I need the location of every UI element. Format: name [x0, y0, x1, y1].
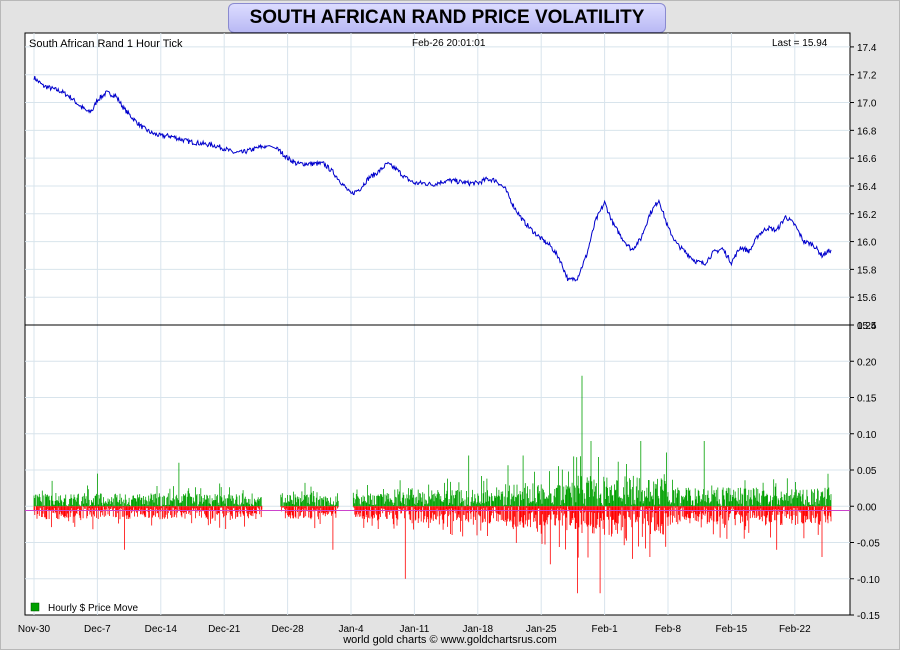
x-tick-label: Feb-15: [716, 624, 748, 635]
x-tick-label: Jan-4: [338, 624, 363, 635]
upper-y-tick-label: 16.6: [857, 154, 877, 165]
upper-y-tick-label: 15.6: [857, 293, 877, 304]
x-tick-label: Jan-18: [463, 624, 494, 635]
x-tick-label: Jan-11: [399, 624, 429, 635]
upper-y-tick-label: 16.8: [857, 126, 877, 137]
upper-y-tick-label: 16.4: [857, 182, 877, 193]
upper-panel-title: South African Rand 1 Hour Tick: [29, 38, 183, 50]
upper-y-tick-label: 15.8: [857, 265, 877, 276]
upper-y-tick-label: 16.2: [857, 210, 877, 221]
x-tick-label: Jan-25: [526, 624, 557, 635]
lower-y-tick-label: -0.15: [857, 611, 880, 622]
lower-y-tick-label: 0.25: [857, 321, 877, 332]
last-value: Last = 15.94: [772, 38, 828, 49]
x-tick-label: Nov-30: [18, 624, 51, 635]
lower-y-tick-label: 0.15: [857, 394, 877, 405]
price-series-line: [33, 75, 832, 282]
chart-title: SOUTH AFRICAN RAND PRICE VOLATILITY: [228, 3, 666, 33]
x-tick-label: Feb-1: [592, 624, 619, 635]
upper-y-tick-label: 17.0: [857, 99, 877, 110]
lower-y-tick-label: 0.00: [857, 502, 877, 513]
legend-label: Hourly $ Price Move: [48, 603, 138, 614]
axis-ticks: Nov-30 Dec-7 Dec-14 Dec-21 Dec-28 Jan-4 Jan-11…: [18, 43, 880, 635]
lower-y-tick-label: -0.10: [857, 575, 880, 586]
x-tick-label: Feb-8: [655, 624, 682, 635]
upper-y-tick-label: 17.2: [857, 71, 877, 82]
legend-swatch: [30, 602, 40, 612]
x-tick-label: Feb-22: [779, 624, 811, 635]
lower-y-tick-label: 0.05: [857, 466, 877, 477]
volatility-bars: [33, 375, 832, 594]
lower-y-tick-label: -0.05: [857, 539, 880, 550]
plot-background: [24, 32, 851, 616]
upper-y-tick-label: 15.4: [857, 321, 877, 332]
lower-y-tick-label: 0.20: [857, 357, 877, 368]
upper-y-tick-label: 16.0: [857, 238, 877, 249]
upper-y-tick-label: 17.4: [857, 43, 877, 54]
lower-y-tick-label: 0.10: [857, 430, 877, 441]
x-tick-label: Dec-7: [84, 624, 111, 635]
x-tick-label: Dec-21: [208, 624, 241, 635]
footer-credit: world gold charts © www.goldchartsrus.co…: [343, 634, 557, 646]
x-tick-label: Dec-14: [145, 624, 178, 635]
x-tick-label: Dec-28: [271, 624, 304, 635]
timestamp: Feb-26 20:01:01: [412, 38, 486, 49]
